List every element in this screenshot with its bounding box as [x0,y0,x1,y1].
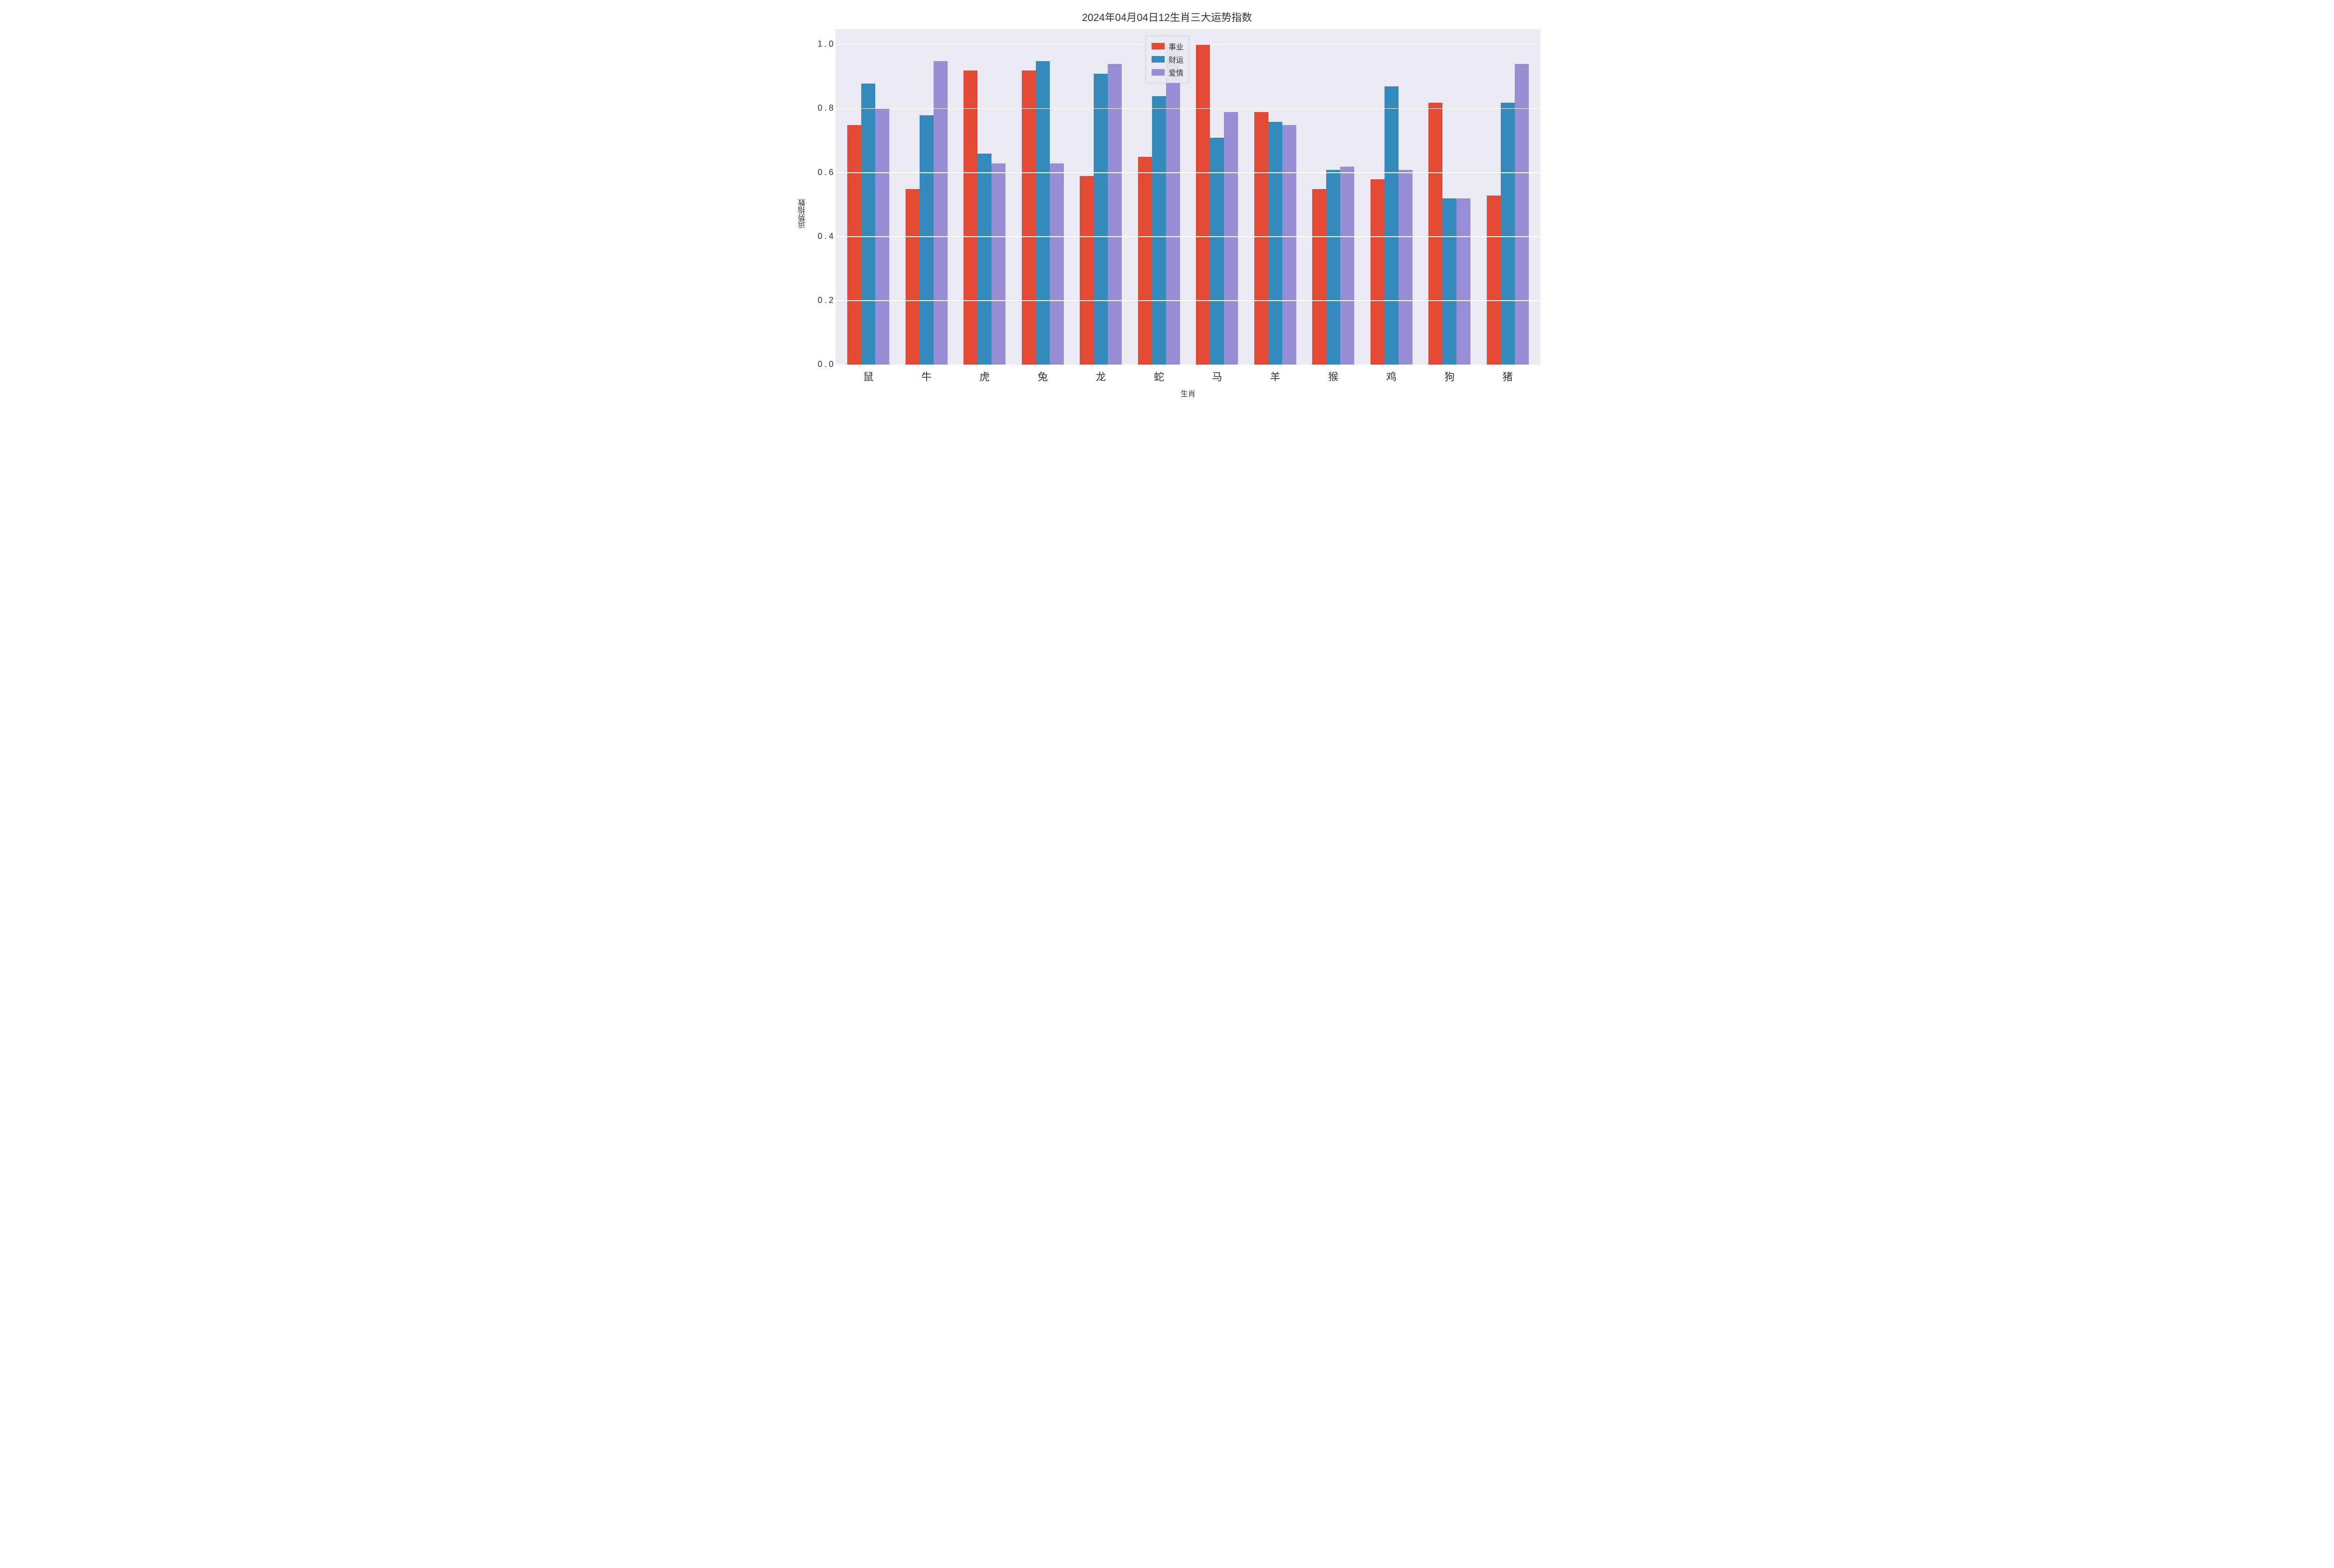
y-tick-label: 0.2 [817,295,836,305]
x-tick-label: 兔 [1014,369,1072,384]
x-tick-label: 狗 [1420,369,1479,384]
legend-swatch [1152,69,1165,76]
bar [1456,198,1470,365]
bar [1282,125,1296,365]
bar [1399,170,1413,365]
y-axis-label: 运势指数 [794,29,812,399]
legend-label: 事业 [1168,41,1183,52]
bar [906,189,920,365]
x-tick-label: 牛 [898,369,956,384]
bar [1371,179,1385,365]
bar-group [1479,29,1537,365]
legend-label: 财运 [1168,54,1183,65]
y-ticks: 1.00.80.60.40.20.0 [812,29,836,365]
bar [1254,112,1268,365]
bar-group [898,29,956,365]
bar [1428,103,1442,365]
xlabel-pad [812,384,836,399]
gridline [836,172,1540,173]
x-tick-label: 马 [1188,369,1246,384]
bar [1515,64,1529,365]
bar [991,163,1005,365]
bar [934,61,948,365]
bar [1487,196,1501,365]
x-tick-label: 猴 [1304,369,1363,384]
ytick-plot-row: 1.00.80.60.40.20.0 事业财运爱情 [812,29,1540,365]
plot-area: 事业财运爱情 [836,29,1540,365]
bar-group [956,29,1014,365]
chart-title: 2024年04月04日12生肖三大运势指数 [794,9,1540,24]
xlabel-row: 生肖 [812,384,1540,399]
bar [1268,122,1282,365]
legend-item: 爱情 [1152,66,1183,79]
x-tick-label: 虎 [956,369,1014,384]
bar-group [1246,29,1305,365]
legend-item: 事业 [1152,40,1183,53]
x-tick-label: 鼠 [839,369,898,384]
bar-group [1363,29,1421,365]
x-tick-label: 龙 [1072,369,1130,384]
bar [1312,189,1326,365]
bar-group [1014,29,1072,365]
bar [1138,157,1152,365]
bar [875,109,889,365]
y-tick-label: 0.6 [817,168,836,177]
gridline [836,236,1540,237]
x-tick-label: 蛇 [1130,369,1188,384]
bar-group [1304,29,1363,365]
y-tick-label: 0.0 [817,359,836,369]
plot-wrapper: 运势指数 1.0 0.8 0.6 0.4 0.2 0.0 事业财运爱情 鼠牛虎兔龙蛇马羊猴… [794,29,1540,399]
bar [1442,198,1456,365]
legend-swatch [1152,43,1165,49]
bar [1166,45,1180,365]
legend: 事业财运爱情 [1146,35,1189,83]
legend-swatch [1152,56,1165,63]
bar [1340,167,1354,365]
y-tick-label: 0.4 [817,232,836,241]
bar [847,125,861,365]
bar [1385,86,1399,365]
bar-group [839,29,898,365]
x-tick-label: 猪 [1479,369,1537,384]
gridline [836,365,1540,366]
plot-column: 1.0 0.8 0.6 0.4 0.2 0.0 事业财运爱情 鼠牛虎兔龙蛇马羊猴鸡狗猪 生… [812,29,1540,399]
x-axis-label: 生肖 [836,384,1540,399]
bar [1022,70,1036,365]
bar [920,115,934,365]
y-tick-label: 0.8 [817,103,836,113]
bar [1501,103,1515,365]
x-tick-label: 羊 [1246,369,1305,384]
legend-item: 财运 [1152,53,1183,66]
x-ticks: 鼠牛虎兔龙蛇马羊猴鸡狗猪 [836,365,1540,384]
x-tick-label: 鸡 [1363,369,1421,384]
bar [1108,64,1122,365]
bar [1326,170,1340,365]
bar [963,70,977,365]
gridline [836,108,1540,109]
bar [861,84,875,365]
bar-group [1420,29,1479,365]
bar [1224,112,1238,365]
xticks-row: 鼠牛虎兔龙蛇马羊猴鸡狗猪 [812,365,1540,384]
bar [1050,163,1064,365]
y-tick-label: 1.0 [817,39,836,49]
bar [977,154,991,365]
bar [1080,176,1094,365]
bar [1036,61,1050,365]
bar-group [1072,29,1130,365]
gridline [836,300,1540,301]
bar [1196,45,1210,365]
bar-group [1188,29,1246,365]
legend-label: 爱情 [1168,67,1183,78]
bar [1094,74,1108,365]
bar [1152,96,1166,365]
chart-container: 2024年04月04日12生肖三大运势指数 运势指数 1.0 0.8 0.6 0.4 0… [794,9,1540,399]
